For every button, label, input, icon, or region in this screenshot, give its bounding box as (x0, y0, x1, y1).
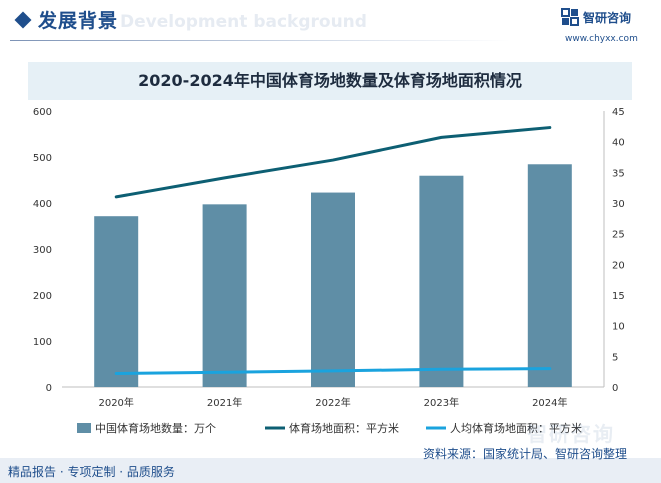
series-line (114, 367, 552, 376)
x-tick-label: 2020年 (98, 396, 133, 409)
brand-logo: 智研咨询 www.chyxx.com (561, 8, 653, 48)
y-right-tick-label: 10 (612, 322, 625, 333)
y-left-tick-label: 500 (33, 153, 52, 164)
series-line (114, 126, 552, 199)
y-left-tick-label: 0 (46, 383, 52, 394)
legend-label: 体育场地面积：平方米 (289, 421, 399, 435)
section-subtitle: Development background (120, 12, 367, 32)
bar (311, 192, 355, 387)
legend-label: 中国体育场地数量：万个 (95, 421, 216, 435)
y-left-tick-label: 100 (33, 337, 52, 348)
y-right-tick-label: 25 (612, 230, 625, 241)
chart-title: 2020-2024年中国体育场地数量及体育场地面积情况 (138, 71, 522, 90)
logo-name: 智研咨询 (583, 11, 632, 25)
logo-url: www.chyxx.com (565, 34, 638, 44)
y-right-tick-label: 20 (612, 260, 625, 271)
bar (527, 164, 572, 387)
y-right-tick-label: 15 (612, 291, 625, 302)
legend-label: 人均体育场地面积：平方米 (450, 421, 582, 435)
logo-mark-icon (561, 8, 579, 26)
section-title: 发展背景 (38, 10, 119, 32)
y-left-tick-label: 400 (33, 199, 52, 210)
x-tick-label: 2024年 (532, 396, 567, 409)
bar (94, 216, 139, 387)
footer-bar (0, 458, 661, 483)
y-right-tick-label: 35 (612, 168, 625, 179)
data-source: 资料来源：国家统计局、智研咨询整理 (423, 447, 628, 461)
y-right-tick-label: 30 (612, 199, 625, 210)
bar (419, 175, 464, 387)
x-tick-label: 2021年 (207, 396, 242, 409)
y-right-tick-label: 40 (612, 138, 625, 149)
y-right-tick-label: 0 (612, 383, 618, 394)
y-left-tick-label: 300 (33, 245, 52, 256)
watermark-brand: 智研咨询 (527, 422, 615, 446)
y-left-tick-label: 600 (33, 107, 52, 118)
bar (202, 204, 247, 387)
footer-slogan: 精品报告 · 专项定制 · 品质服务 (8, 465, 175, 479)
x-tick-label: 2022年 (315, 396, 350, 409)
y-left-tick-label: 200 (33, 291, 52, 302)
y-right-tick-label: 45 (612, 107, 625, 118)
x-tick-label: 2023年 (424, 396, 459, 409)
y-right-tick-label: 5 (612, 352, 618, 363)
chart-title-box: 2020-2024年中国体育场地数量及体育场地面积情况 (28, 62, 632, 100)
header-divider (10, 40, 510, 41)
legend-swatch (77, 423, 91, 433)
